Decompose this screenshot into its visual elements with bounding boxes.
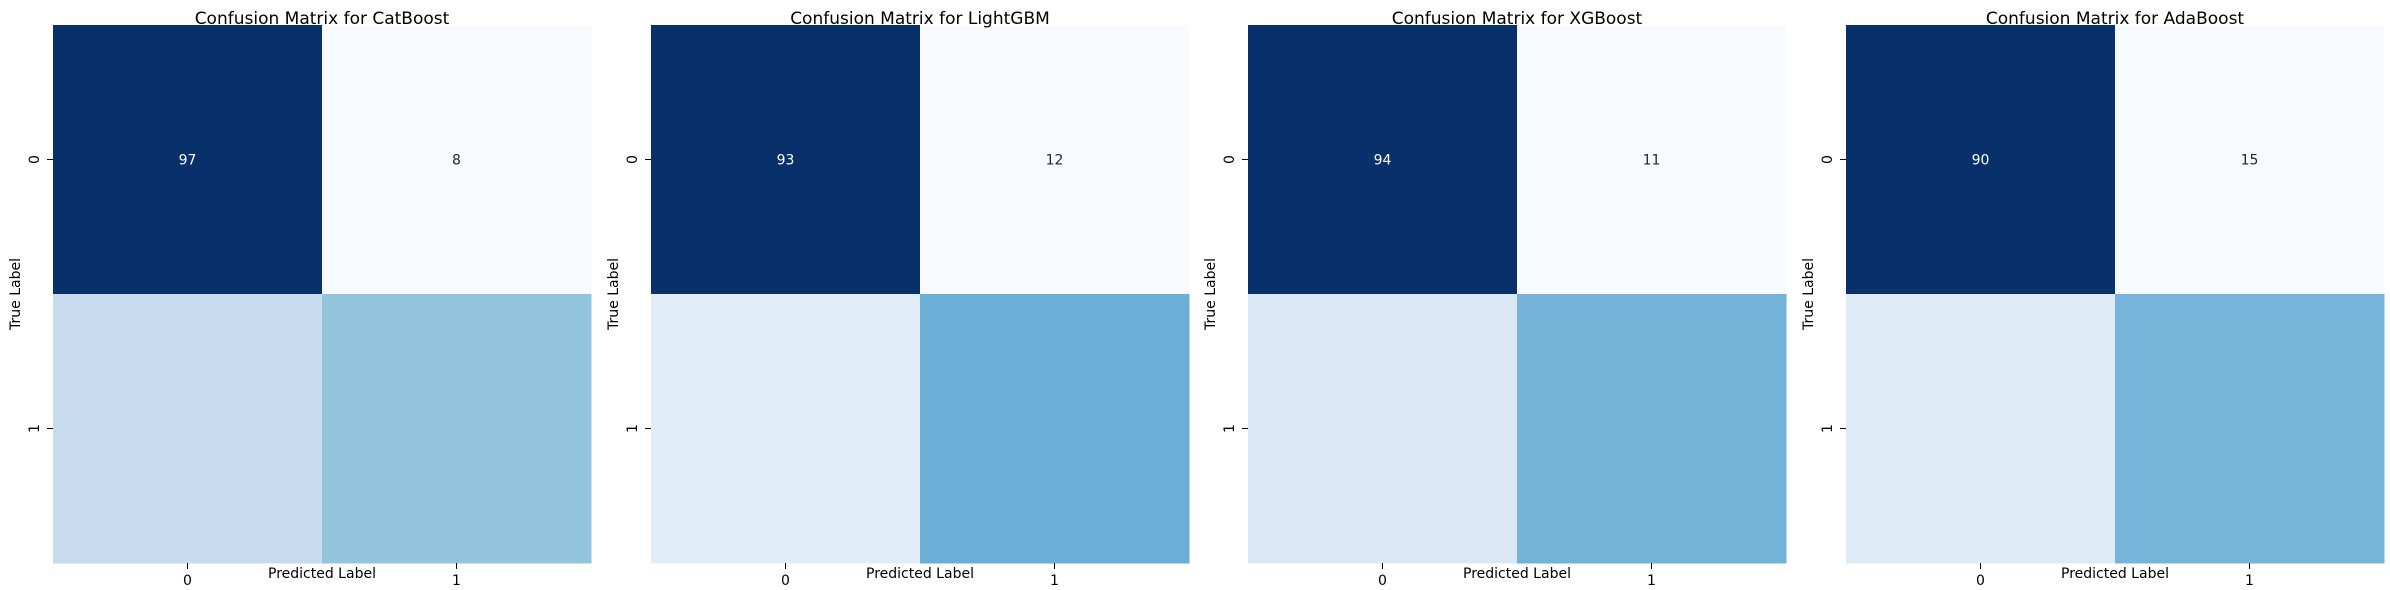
y-tick-label: 0 — [625, 155, 641, 164]
y-axis-label: True Label — [1801, 258, 1817, 331]
y-tick-label: 0 — [27, 155, 43, 164]
y-tick-label: 1 — [27, 424, 43, 433]
chart-title: Confusion Matrix for CatBoost — [195, 9, 450, 29]
y-tick-label: 1 — [1820, 424, 1836, 433]
x-axis-label: Predicted Label — [866, 566, 974, 582]
heatmap-cell-1-0-0 — [651, 25, 921, 295]
x-tick-label: 0 — [1976, 573, 1985, 589]
x-tick-label: 1 — [1050, 573, 1059, 589]
y-tick-label: 0 — [1820, 155, 1836, 164]
x-axis-label: Predicted Label — [268, 566, 376, 582]
x-tick-label: 0 — [781, 573, 790, 589]
heatmap-cell-1-0-1 — [920, 25, 1190, 295]
heatmap-cell-1-1-1 — [920, 294, 1190, 564]
cell-value-label: 12 — [1046, 153, 1064, 169]
x-tick-label: 1 — [1647, 573, 1656, 589]
y-tick-label: 1 — [625, 424, 641, 433]
heatmap-cell-0-0-0 — [53, 25, 323, 295]
cell-value-label: 94 — [1374, 153, 1392, 169]
cell-value-label: 15 — [2241, 153, 2259, 169]
heatmap-cell-2-0-1 — [1517, 25, 1787, 295]
heatmap-cell-1-1-0 — [651, 294, 921, 564]
heatmap-cell-2-0-0 — [1248, 25, 1518, 295]
y-axis-label: True Label — [1203, 258, 1219, 331]
heatmap-cell-0-1-0 — [53, 294, 323, 564]
cell-value-label: 97 — [179, 153, 197, 169]
x-tick-label: 1 — [2245, 573, 2254, 589]
x-tick-label: 1 — [452, 573, 461, 589]
cell-value-label: 8 — [452, 153, 461, 169]
y-tick-label: 1 — [1222, 424, 1238, 433]
heatmap-cell-3-0-0 — [1846, 25, 2116, 295]
heatmap-cell-3-0-1 — [2115, 25, 2385, 295]
chart-title: Confusion Matrix for LightGBM — [790, 9, 1050, 29]
y-axis-label: True Label — [8, 258, 24, 331]
heatmap-cell-2-1-0 — [1248, 294, 1518, 564]
x-axis-label: Predicted Label — [2061, 566, 2169, 582]
cell-value-label: 93 — [777, 153, 795, 169]
heatmap-cell-0-1-1 — [322, 294, 592, 564]
heatmap-cell-3-1-1 — [2115, 294, 2385, 564]
x-tick-label: 0 — [1378, 573, 1387, 589]
y-tick-label: 0 — [1222, 155, 1238, 164]
y-axis-label: True Label — [606, 258, 622, 331]
x-tick-label: 0 — [183, 573, 192, 589]
heatmap-cell-0-0-1 — [322, 25, 592, 295]
cell-value-label: 90 — [1972, 153, 1990, 169]
chart-title: Confusion Matrix for AdaBoost — [1986, 9, 2245, 29]
x-axis-label: Predicted Label — [1463, 566, 1571, 582]
chart-title: Confusion Matrix for XGBoost — [1392, 9, 1643, 29]
cell-value-label: 11 — [1643, 153, 1661, 169]
heatmap-cell-2-1-1 — [1517, 294, 1787, 564]
heatmap-cell-3-1-0 — [1846, 294, 2116, 564]
